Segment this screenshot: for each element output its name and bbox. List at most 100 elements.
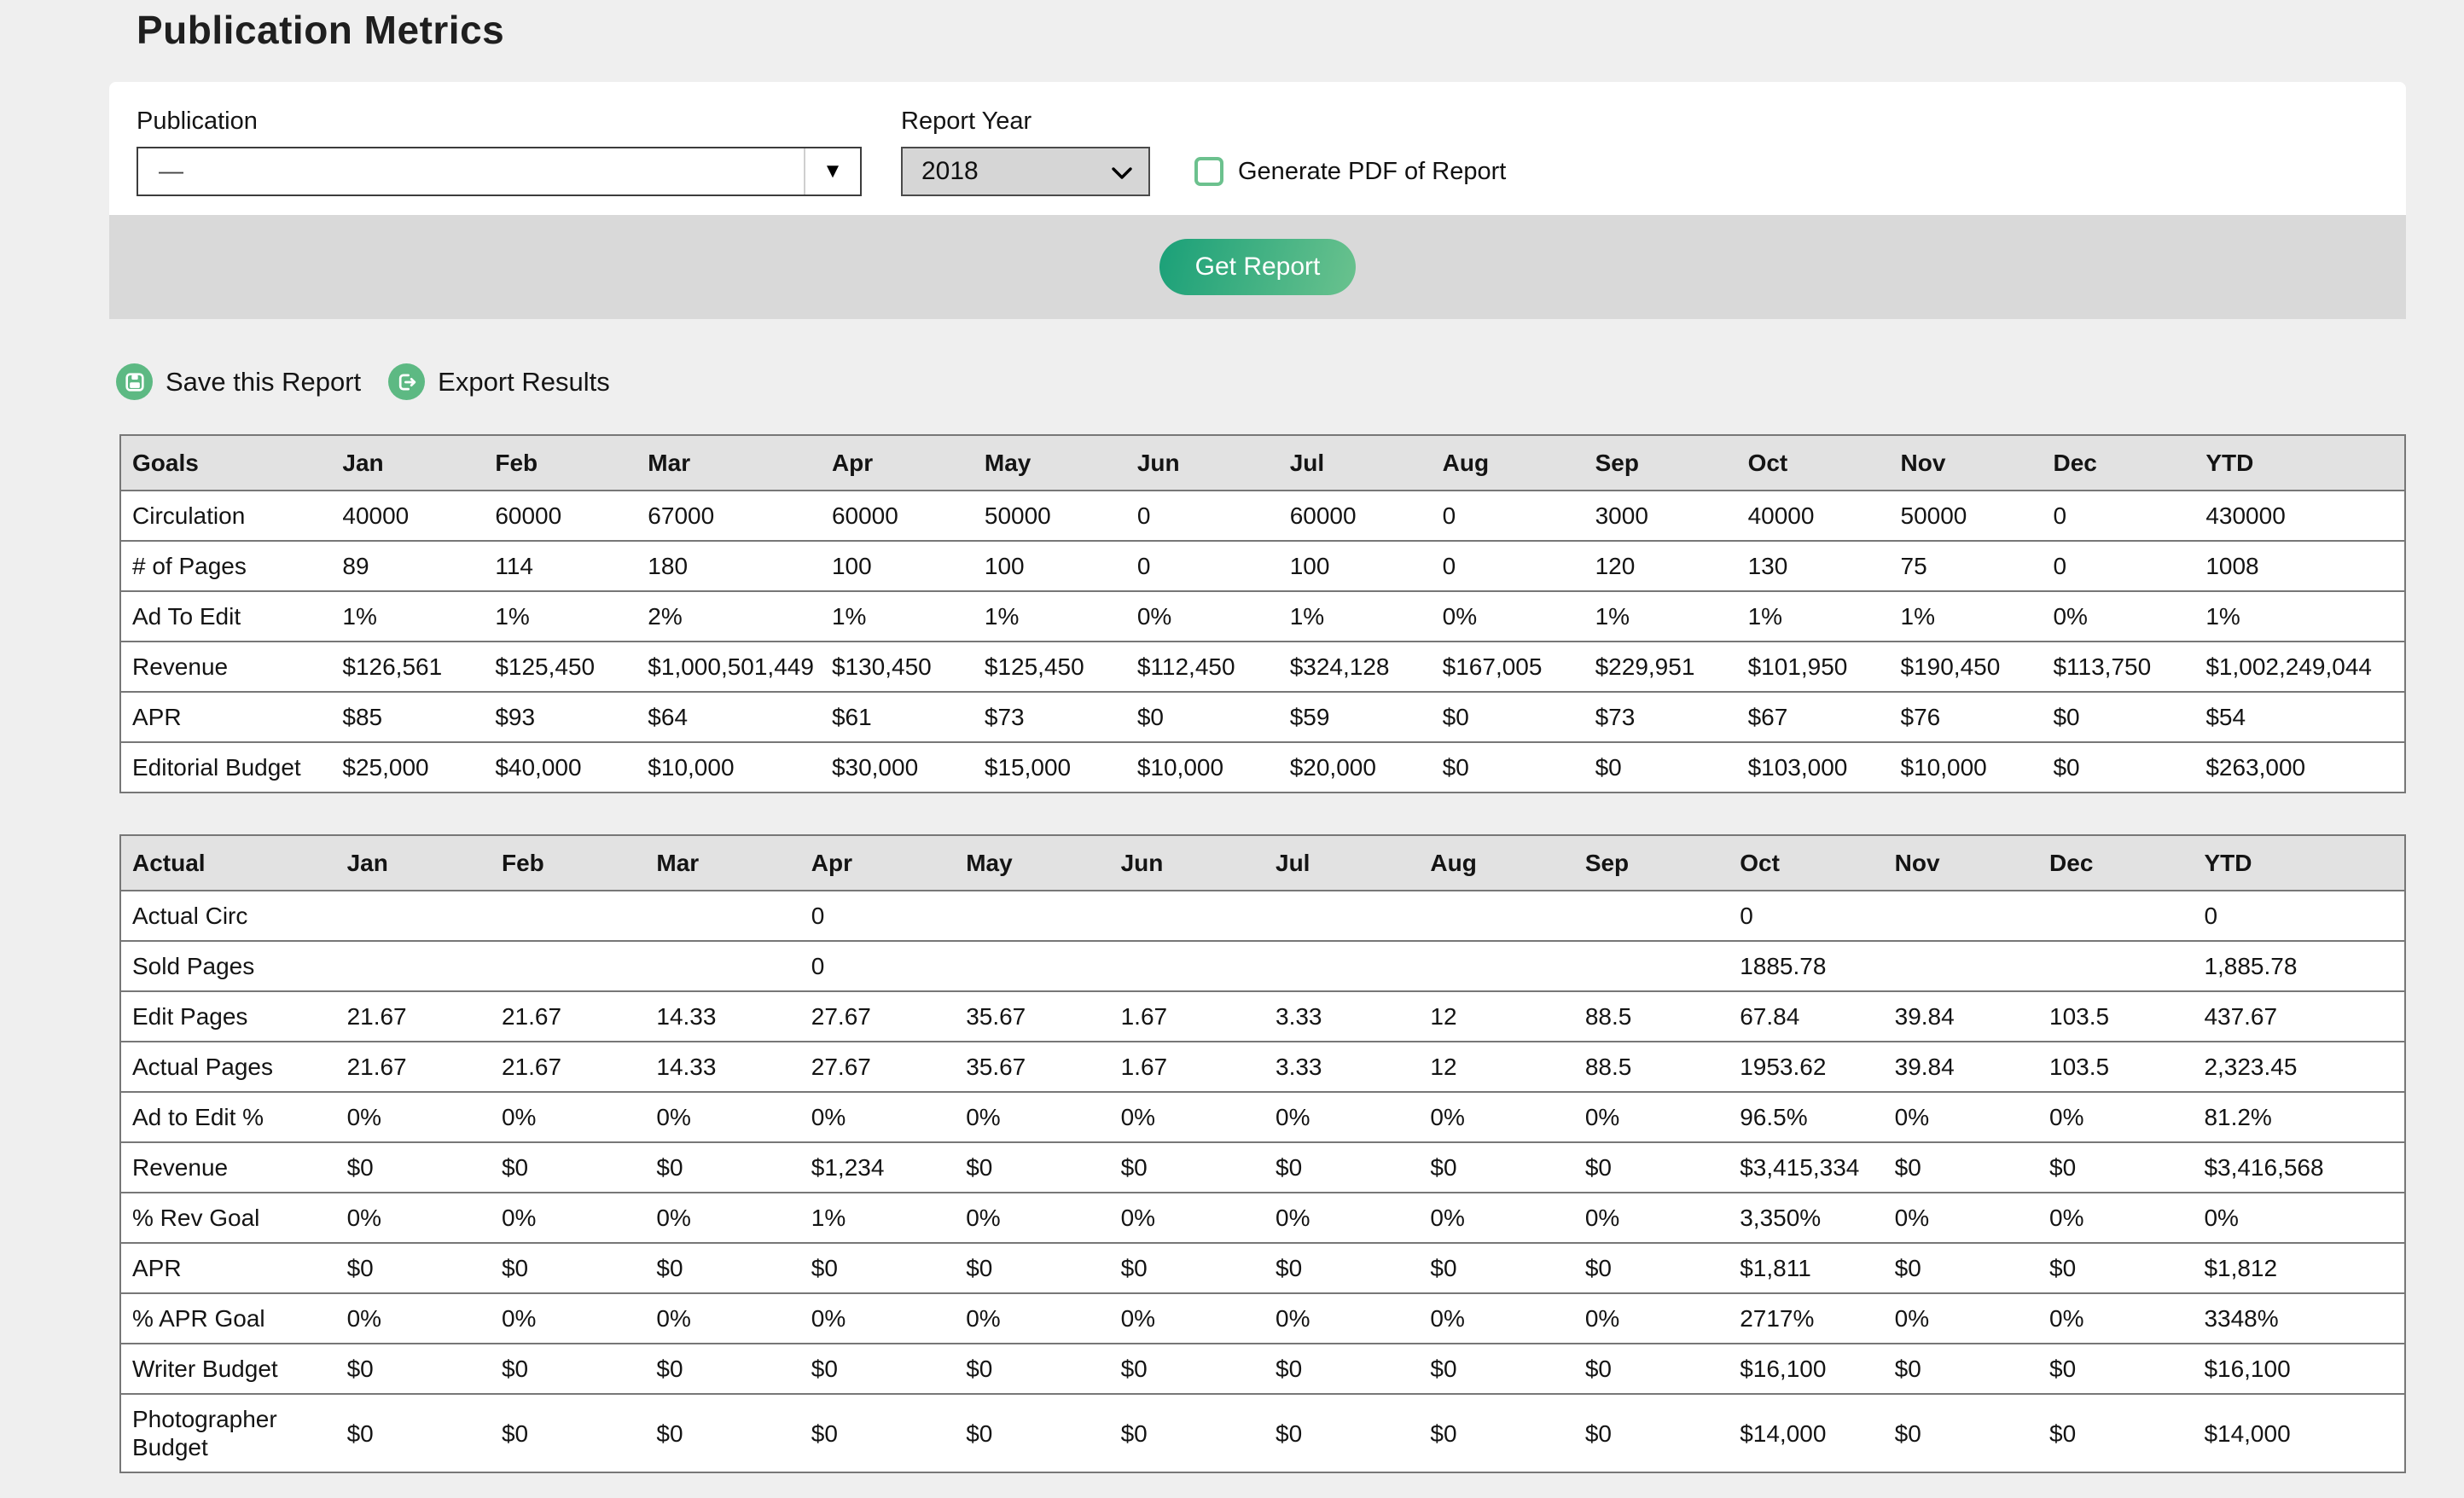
metric-cell: 0% (2038, 1091, 2194, 1143)
month-col-header: Jul (1278, 434, 1432, 491)
metric-cell: $0 (955, 1393, 1110, 1473)
metric-cell: $0 (490, 1242, 646, 1294)
metric-cell (1573, 890, 1729, 942)
month-col-header: Mar (636, 434, 821, 491)
metric-cell: 27.67 (799, 1041, 956, 1093)
generate-pdf-checkbox[interactable] (1194, 157, 1223, 186)
generate-pdf-label: Generate PDF of Report (1238, 157, 1507, 185)
metric-cell: $0 (799, 1242, 956, 1294)
month-col-header: Feb (484, 434, 637, 491)
metric-cell: 0% (645, 1091, 800, 1143)
metric-cell: 1% (820, 590, 973, 642)
metric-cell: $0 (1419, 1141, 1574, 1193)
metric-cell: 0 (1125, 490, 1279, 542)
metric-cell: $59 (1278, 691, 1432, 743)
metric-cell: 60000 (484, 490, 637, 542)
metric-cell: 0% (645, 1192, 800, 1244)
metric-cell: 0% (335, 1091, 491, 1143)
get-report-button[interactable]: Get Report (1159, 239, 1357, 295)
metric-cell: $0 (1419, 1242, 1574, 1294)
table-row: # of Pages 89 114 180 100 100 0 100 0 120 130 75 0 10… (120, 540, 2405, 592)
metric-cell: 50000 (973, 490, 1126, 542)
metric-cell: $85 (331, 691, 485, 743)
table-row: % Rev Goal 0% 0% 0% 1% 0% 0% 0% 0% 0% 3,350% 0% 0% 0% (120, 1192, 2405, 1244)
metric-cell: $125,450 (484, 641, 637, 693)
metric-cell: $1,002,249,044 (2194, 641, 2405, 693)
metric-cell: $0 (1109, 1343, 1264, 1395)
metric-cell: 60000 (820, 490, 973, 542)
generate-pdf-option: Generate PDF of Report (1194, 157, 1506, 186)
export-results-button[interactable]: Export Results (388, 363, 610, 400)
metric-cell (1419, 940, 1574, 992)
metric-cell: $0 (955, 1141, 1110, 1193)
metric-cell: 100 (973, 540, 1126, 592)
metric-cell: $0 (1431, 691, 1584, 743)
report-year-select[interactable]: 2018 (901, 147, 1150, 196)
metric-cell: $20,000 (1278, 741, 1432, 793)
row-label: Ad To Edit (120, 590, 332, 642)
metric-cell: 3.33 (1264, 990, 1420, 1042)
metric-cell: 0% (1419, 1292, 1574, 1344)
metric-cell: 0% (799, 1292, 956, 1344)
metric-cell: 1% (1278, 590, 1432, 642)
metric-cell: $103,000 (1736, 741, 1890, 793)
month-col-header: Feb (490, 834, 646, 891)
metric-cell: 3,350% (1729, 1192, 1884, 1244)
dropdown-arrow-icon[interactable]: ▼ (804, 148, 860, 195)
metric-cell: $0 (1109, 1393, 1264, 1473)
month-col-header: Apr (799, 834, 956, 891)
metric-cell: $0 (1264, 1393, 1420, 1473)
metric-cell: 0 (799, 940, 956, 992)
metric-cell: $10,000 (1889, 741, 2043, 793)
metric-cell: 35.67 (955, 990, 1110, 1042)
metric-cell: 0% (1109, 1091, 1264, 1143)
metric-cell: $0 (2038, 1141, 2194, 1193)
metric-cell: 0% (2193, 1192, 2405, 1244)
publication-label: Publication (137, 107, 258, 135)
metric-cell: 1% (484, 590, 637, 642)
save-report-button[interactable]: Save this Report (116, 363, 361, 400)
metric-cell: 0% (2042, 590, 2195, 642)
metric-cell: $0 (2038, 1393, 2194, 1473)
metric-cell: 89 (331, 540, 485, 592)
table-row: Circulation 40000 60000 67000 60000 50000 0 600… (120, 490, 2405, 542)
month-col-header: May (973, 434, 1126, 491)
row-label: Editorial Budget (120, 741, 332, 793)
metric-cell: $126,561 (331, 641, 485, 693)
metric-cell: $10,000 (1125, 741, 1279, 793)
metric-cell: $0 (799, 1343, 956, 1395)
metric-cell: $64 (636, 691, 821, 743)
page-title: Publication Metrics (137, 8, 505, 52)
metric-cell: $0 (1573, 1141, 1729, 1193)
export-icon (388, 363, 426, 400)
report-year-field: Report Year 2018 (901, 107, 1150, 196)
month-col-header: YTD (2193, 834, 2405, 891)
metric-cell: $3,416,568 (2193, 1141, 2405, 1193)
metric-cell: $0 (955, 1242, 1110, 1294)
table-row: Revenue $0 $0 $0 $1,234 $0 $0 $0 $0 $0 $3,415,334 $… (120, 1141, 2405, 1193)
metric-cell: 0 (1729, 890, 1884, 942)
metric-cell: $1,000,501,449 (636, 641, 821, 693)
metric-cell: 0% (335, 1192, 491, 1244)
metric-cell: 1.67 (1109, 1041, 1264, 1093)
report-actions: Save this Report Export Results (116, 363, 2464, 400)
table-row: Ad To Edit 1% 1% 2% 1% 1% 0% 1% 0% 1% 1% 1% 0% 1% (120, 590, 2405, 642)
metric-cell: 60000 (1278, 490, 1432, 542)
metric-cell: 81.2% (2193, 1091, 2405, 1143)
actual-header-row: Actual Jan Feb Mar Apr May Jun Jul Aug Sep Oct Nov D… (120, 834, 2405, 891)
metric-cell: $0 (645, 1343, 800, 1395)
row-label: Photographer Budget (120, 1393, 336, 1473)
metric-cell: 1% (1889, 590, 2043, 642)
metric-cell: 120 (1584, 540, 1737, 592)
metric-cell: $1,811 (1729, 1242, 1884, 1294)
metric-cell: 2% (636, 590, 821, 642)
metric-cell: 0% (645, 1292, 800, 1344)
publication-select[interactable]: — ▼ (137, 147, 862, 196)
report-form: Publication — ▼ Report Year 2018 Generat… (109, 82, 2406, 215)
metric-cell: $10,000 (636, 741, 821, 793)
metric-cell: 39.84 (1883, 1041, 2039, 1093)
metric-cell: $0 (335, 1393, 491, 1473)
table-row: Writer Budget $0 $0 $0 $0 $0 $0 $0 $0 $0 $16,100 $0… (120, 1343, 2405, 1395)
metric-cell: 0% (1573, 1192, 1729, 1244)
metric-cell: 88.5 (1573, 990, 1729, 1042)
